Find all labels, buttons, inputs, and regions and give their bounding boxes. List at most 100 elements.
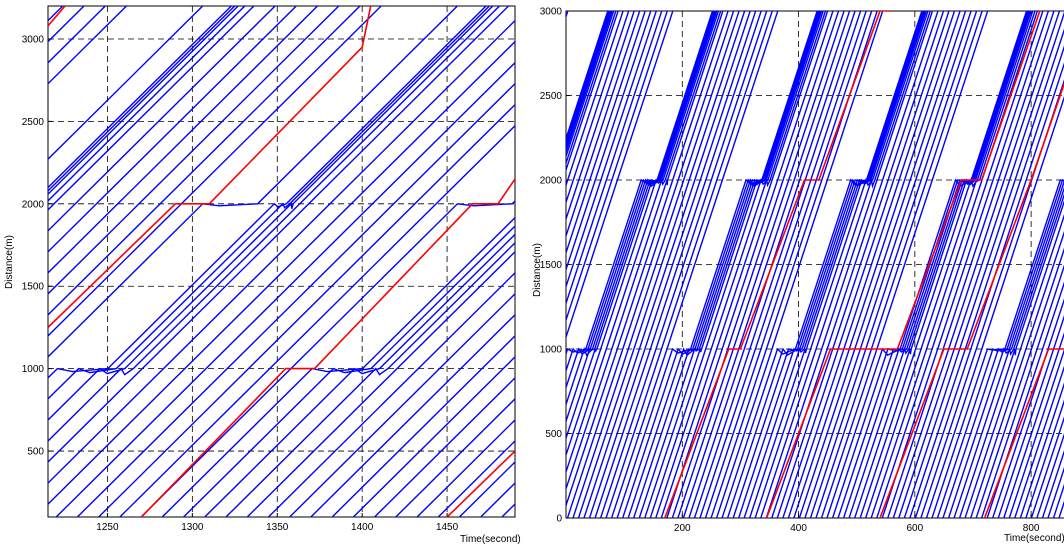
right-blue-trajectory bbox=[925, 95, 1064, 518]
right-red-trajectory bbox=[983, 348, 1064, 518]
right-blue-trajectory bbox=[566, 11, 652, 272]
left-red-trajectory bbox=[140, 178, 515, 517]
right-tick-labels: 200 400 600 800 0 500 1000 1500 2000 2500 3000 bbox=[540, 7, 1040, 535]
right-blue-trajectory bbox=[1003, 332, 1064, 518]
left-y-tick-label: 2500 bbox=[22, 117, 45, 128]
right-blue-trajectory bbox=[876, 11, 1044, 518]
right-blue-trajectory bbox=[787, 11, 956, 518]
right-blue-trajectory bbox=[583, 11, 751, 518]
right-trajectories bbox=[566, 11, 1064, 518]
right-blue-trajectory bbox=[572, 11, 740, 518]
right-blue-trajectory bbox=[964, 214, 1064, 518]
right-blue-trajectory bbox=[566, 11, 674, 340]
right-blue-trajectory bbox=[776, 11, 945, 518]
right-x-tick-label: 800 bbox=[1023, 523, 1040, 534]
right-y-tick-label: 1000 bbox=[540, 345, 563, 356]
right-blue-trajectory bbox=[566, 11, 635, 222]
left-blue-trajectory bbox=[352, 355, 515, 517]
right-blue-trajectory bbox=[566, 11, 615, 159]
right-blue-trajectory bbox=[854, 11, 1032, 518]
right-blue-trajectory bbox=[782, 11, 950, 518]
left-blue-trajectory bbox=[48, 6, 494, 421]
left-y-tick-label: 1000 bbox=[22, 364, 45, 375]
right-blue-trajectory bbox=[677, 11, 845, 518]
right-y-tick-label: 1500 bbox=[540, 260, 563, 271]
right-blue-trajectory bbox=[754, 11, 929, 518]
right-y-tick-label: 500 bbox=[545, 429, 562, 440]
left-blue-trajectory bbox=[48, 6, 383, 337]
left-blue-trajectory bbox=[48, 6, 277, 232]
right-blue-trajectory bbox=[760, 11, 931, 518]
left-blue-trajectory bbox=[48, 19, 515, 485]
left-blue-trajectory bbox=[48, 6, 340, 295]
right-blue-trajectory bbox=[749, 11, 928, 518]
right-blue-trajectory bbox=[715, 11, 884, 518]
right-blue-trajectory bbox=[970, 230, 1064, 518]
right-blue-trajectory bbox=[704, 11, 873, 518]
right-blue-trajectory bbox=[992, 298, 1064, 518]
left-y-tick-label: 1500 bbox=[22, 282, 45, 293]
right-blue-trajectory bbox=[666, 11, 834, 518]
right-blue-trajectory bbox=[649, 11, 824, 518]
right-blue-trajectory bbox=[1019, 382, 1064, 518]
right-blue-trajectory bbox=[566, 11, 641, 239]
right-blue-trajectory bbox=[771, 11, 939, 518]
left-blue-trajectory bbox=[118, 124, 515, 517]
right-x-tick-label: 400 bbox=[790, 523, 807, 534]
right-blue-trajectory bbox=[903, 28, 1064, 518]
right-blue-trajectory bbox=[953, 193, 1064, 518]
left-blue-trajectory bbox=[288, 292, 515, 517]
right-blue-trajectory bbox=[958, 200, 1064, 518]
left-blue-trajectory bbox=[48, 6, 501, 442]
right-blue-trajectory bbox=[566, 11, 657, 289]
right-x-tick-label: 200 bbox=[674, 523, 691, 534]
right-blue-trajectory bbox=[887, 11, 1055, 518]
left-x-tick-label: 1250 bbox=[96, 522, 119, 533]
right-blue-trajectory bbox=[920, 79, 1064, 518]
right-y-axis-label: Distance(m) bbox=[532, 243, 543, 297]
left-blue-trajectory bbox=[182, 225, 515, 517]
right-blue-trajectory bbox=[566, 11, 619, 173]
left-blue-trajectory bbox=[48, 6, 361, 316]
right-blue-trajectory bbox=[798, 11, 967, 518]
left-y-tick-label: 3000 bbox=[22, 34, 45, 45]
left-blue-trajectory bbox=[373, 376, 515, 517]
right-blue-trajectory bbox=[815, 11, 983, 518]
left-red-trajectory bbox=[446, 450, 515, 517]
left-blue-trajectory bbox=[246, 250, 515, 517]
left-blue-trajectory bbox=[203, 233, 515, 517]
left-blue-trajectory bbox=[48, 6, 487, 379]
right-blue-trajectory bbox=[693, 11, 862, 518]
left-blue-trajectory bbox=[48, 6, 491, 400]
right-blue-trajectory bbox=[655, 11, 827, 518]
left-gridlines bbox=[48, 6, 515, 517]
right-blue-trajectory bbox=[566, 11, 729, 508]
left-blue-trajectory bbox=[48, 6, 319, 274]
right-blue-trajectory bbox=[566, 11, 724, 491]
right-blue-trajectory bbox=[566, 11, 668, 323]
right-blue-trajectory bbox=[1014, 365, 1064, 518]
right-red-trajectory bbox=[765, 11, 1041, 518]
right-blue-trajectory bbox=[566, 11, 720, 458]
right-blue-trajectory bbox=[898, 11, 1064, 518]
right-blue-trajectory bbox=[986, 281, 1064, 518]
right-blue-trajectory bbox=[671, 11, 840, 518]
left-x-tick-label: 1350 bbox=[266, 522, 289, 533]
left-blue-trajectory bbox=[76, 82, 515, 517]
left-blue-trajectory bbox=[48, 6, 459, 358]
left-blue-trajectory bbox=[140, 200, 515, 517]
right-blue-trajectory bbox=[1008, 348, 1064, 518]
right-blue-trajectory bbox=[566, 11, 617, 166]
right-red-trajectory bbox=[879, 81, 1064, 518]
right-blue-trajectory bbox=[859, 11, 1034, 518]
left-y-tick-label: 500 bbox=[27, 447, 44, 458]
right-blue-trajectory bbox=[599, 11, 768, 518]
right-blue-trajectory bbox=[566, 11, 624, 188]
left-red-trajectory bbox=[48, 6, 66, 27]
left-blue-trajectory bbox=[97, 103, 515, 517]
right-blue-trajectory bbox=[566, 11, 630, 205]
right-blue-trajectory bbox=[566, 11, 646, 255]
right-blue-trajectory bbox=[699, 11, 867, 518]
